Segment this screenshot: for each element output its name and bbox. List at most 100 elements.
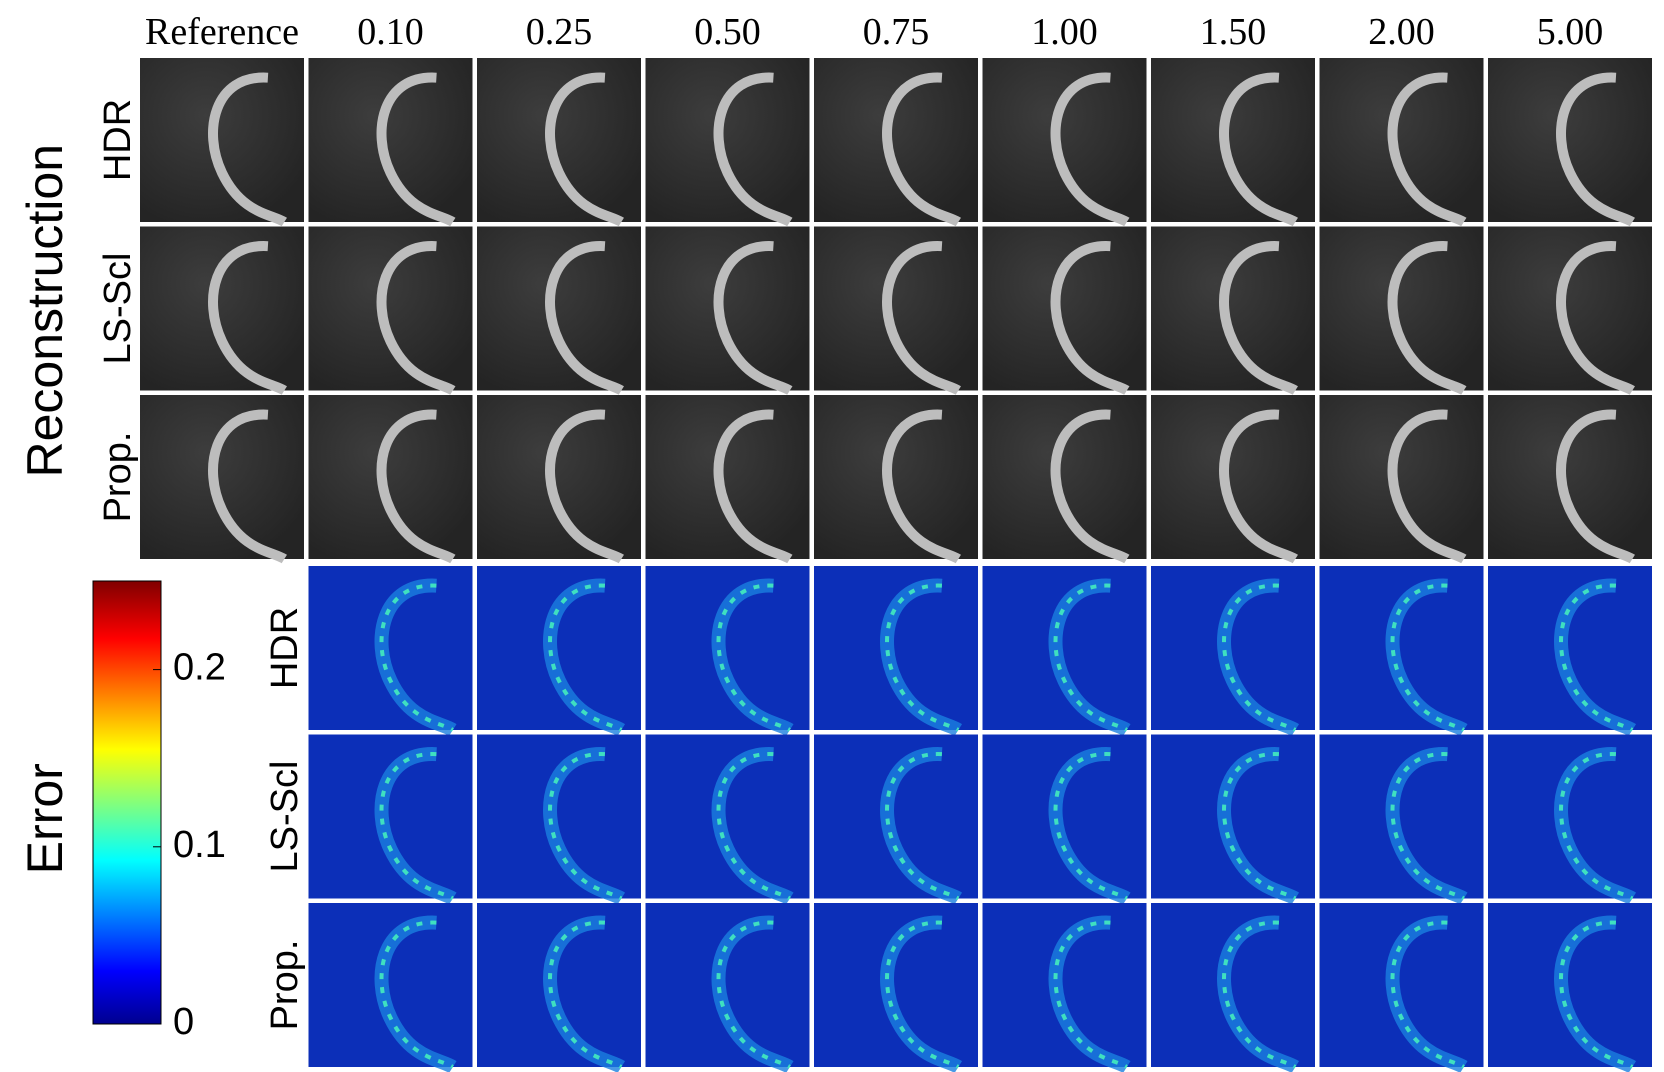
- reconstruction-image: [982, 226, 1147, 395]
- reconstruction-image: [1319, 226, 1484, 395]
- reconstruction-image: [814, 58, 978, 227]
- tile-background: [814, 903, 978, 1067]
- tile-background: [477, 903, 641, 1067]
- tile-background: [1151, 58, 1315, 222]
- error-band: [1554, 747, 1637, 905]
- colorbar: [92, 580, 162, 1025]
- colorbar-tick-label: 0.1: [173, 824, 226, 866]
- structure: [882, 241, 961, 395]
- tile-background: [477, 226, 641, 391]
- error-map: [814, 734, 978, 905]
- row-label: HDR: [264, 607, 306, 689]
- error-band: [543, 915, 626, 1072]
- reconstruction-image: [1151, 226, 1315, 395]
- error-band: [1385, 915, 1468, 1072]
- tile-background: [308, 903, 473, 1067]
- tile-background: [1151, 395, 1315, 559]
- tile-background: [645, 226, 810, 391]
- error-map: [1488, 734, 1652, 905]
- structure: [545, 72, 624, 227]
- tile-background: [1319, 566, 1484, 730]
- tile-background: [1488, 58, 1652, 222]
- structure: [1050, 241, 1130, 395]
- tile-background: [814, 734, 978, 899]
- structure: [1556, 409, 1635, 564]
- error-map: [645, 903, 810, 1072]
- error-map: [1488, 566, 1652, 737]
- tile-background: [1319, 734, 1484, 899]
- error-band: [374, 747, 457, 905]
- reconstruction-image: [814, 395, 978, 564]
- column-header: 0.10: [357, 11, 424, 53]
- tile-background: [982, 395, 1147, 559]
- reconstruction-image: [645, 226, 810, 395]
- error-band: [711, 578, 794, 737]
- tile-background: [1151, 734, 1315, 899]
- tile-background: [982, 58, 1147, 222]
- error-band: [1385, 747, 1468, 905]
- tile-background: [140, 58, 304, 222]
- reconstruction-image: [477, 395, 641, 564]
- error-band: [543, 578, 626, 737]
- error-band: [880, 578, 963, 737]
- error-map: [477, 734, 641, 905]
- column-header: 0.25: [526, 11, 593, 53]
- reconstruction-image: [1319, 395, 1484, 564]
- tile-background: [308, 734, 473, 899]
- tile-background: [477, 734, 641, 899]
- reconstruction-image: [982, 395, 1147, 564]
- reconstruction-image: [308, 226, 473, 395]
- row-label: HDR: [97, 99, 139, 181]
- error-map: [1151, 566, 1315, 737]
- column-header: Reference: [145, 11, 299, 53]
- tile-background: [645, 903, 810, 1067]
- error-map: [1151, 734, 1315, 905]
- structure: [1556, 72, 1635, 227]
- tile-background: [1488, 226, 1652, 391]
- tile-background: [814, 566, 978, 730]
- structure: [376, 72, 456, 227]
- structure: [208, 241, 287, 395]
- structure: [376, 241, 456, 395]
- reconstruction-image: [1151, 58, 1315, 227]
- column-header: 0.75: [863, 11, 930, 53]
- structure: [1050, 72, 1130, 227]
- group-label: Error: [17, 763, 73, 874]
- error-map: [477, 566, 641, 737]
- reconstruction-image: [140, 226, 304, 395]
- error-map: [477, 903, 641, 1072]
- error-map: [814, 566, 978, 737]
- error-band: [1217, 578, 1300, 737]
- tile-background: [814, 395, 978, 559]
- reconstruction-image: [645, 395, 810, 564]
- tile-background: [645, 395, 810, 559]
- error-map: [1319, 903, 1484, 1072]
- tile-background: [140, 395, 304, 559]
- column-header: 5.00: [1537, 11, 1604, 53]
- tile-background: [1319, 226, 1484, 391]
- tile-background: [308, 58, 473, 222]
- error-band: [1385, 578, 1468, 737]
- error-band: [1048, 915, 1131, 1072]
- error-map: [1151, 903, 1315, 1072]
- row-label: LS-Scl: [264, 761, 306, 873]
- colorbar-tick-label: 0: [173, 1001, 194, 1043]
- error-band: [1217, 915, 1300, 1072]
- structure: [1050, 409, 1130, 564]
- tile-background: [982, 734, 1147, 899]
- error-map: [982, 903, 1147, 1072]
- tile-background: [645, 58, 810, 222]
- row-label: LS-Scl: [97, 253, 139, 365]
- tile-background: [308, 226, 473, 391]
- structure: [545, 409, 624, 564]
- tile-background: [982, 566, 1147, 730]
- tile-background: [1319, 58, 1484, 222]
- column-header: 2.00: [1368, 11, 1435, 53]
- structure: [1219, 72, 1298, 227]
- structure: [1387, 409, 1467, 564]
- tile-background: [1488, 566, 1652, 730]
- group-label: Reconstruction: [17, 144, 73, 478]
- tile-background: [1319, 903, 1484, 1067]
- structure: [376, 409, 456, 564]
